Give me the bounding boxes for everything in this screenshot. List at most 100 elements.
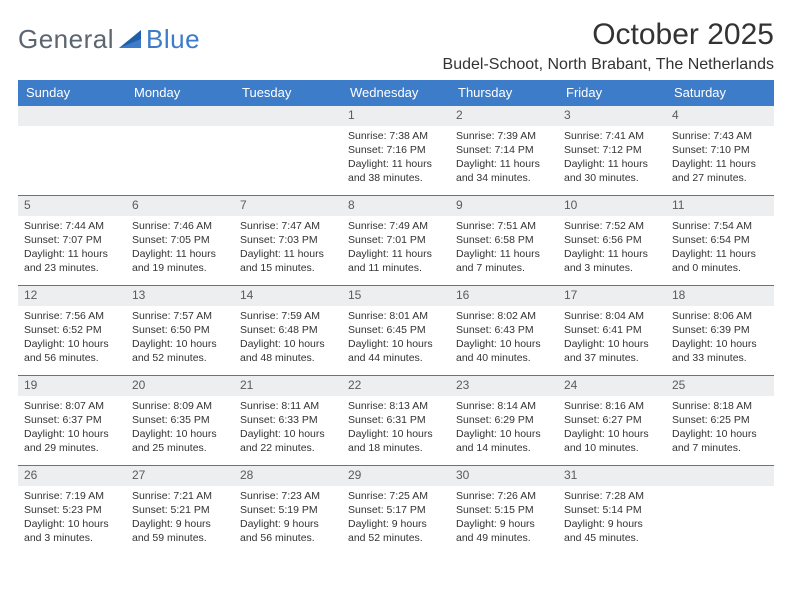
day-number: 26 bbox=[18, 466, 126, 486]
calendar-body: 1Sunrise: 7:38 AMSunset: 7:16 PMDaylight… bbox=[18, 106, 774, 556]
calendar-header-cell: Friday bbox=[558, 80, 666, 106]
day-details: Sunrise: 8:06 AMSunset: 6:39 PMDaylight:… bbox=[666, 306, 774, 370]
calendar-table: SundayMondayTuesdayWednesdayThursdayFrid… bbox=[18, 80, 774, 556]
calendar-day-cell: 26Sunrise: 7:19 AMSunset: 5:23 PMDayligh… bbox=[18, 466, 126, 556]
calendar-day-cell: 15Sunrise: 8:01 AMSunset: 6:45 PMDayligh… bbox=[342, 286, 450, 376]
day-number: 18 bbox=[666, 286, 774, 306]
calendar-day-cell: 25Sunrise: 8:18 AMSunset: 6:25 PMDayligh… bbox=[666, 376, 774, 466]
day-number: 14 bbox=[234, 286, 342, 306]
day-number: 24 bbox=[558, 376, 666, 396]
calendar-day-cell: 2Sunrise: 7:39 AMSunset: 7:14 PMDaylight… bbox=[450, 106, 558, 196]
calendar-day-cell: 24Sunrise: 8:16 AMSunset: 6:27 PMDayligh… bbox=[558, 376, 666, 466]
calendar-week-row: 26Sunrise: 7:19 AMSunset: 5:23 PMDayligh… bbox=[18, 466, 774, 556]
day-number: 2 bbox=[450, 106, 558, 126]
calendar-week-row: 12Sunrise: 7:56 AMSunset: 6:52 PMDayligh… bbox=[18, 286, 774, 376]
calendar-day-cell: 4Sunrise: 7:43 AMSunset: 7:10 PMDaylight… bbox=[666, 106, 774, 196]
day-number: 20 bbox=[126, 376, 234, 396]
day-number: 7 bbox=[234, 196, 342, 216]
day-details: Sunrise: 7:49 AMSunset: 7:01 PMDaylight:… bbox=[342, 216, 450, 280]
day-details: Sunrise: 7:19 AMSunset: 5:23 PMDaylight:… bbox=[18, 486, 126, 550]
calendar-week-row: 1Sunrise: 7:38 AMSunset: 7:16 PMDaylight… bbox=[18, 106, 774, 196]
day-number bbox=[666, 466, 774, 486]
day-number bbox=[126, 106, 234, 126]
calendar-day-cell: 9Sunrise: 7:51 AMSunset: 6:58 PMDaylight… bbox=[450, 196, 558, 286]
calendar-day-cell: 23Sunrise: 8:14 AMSunset: 6:29 PMDayligh… bbox=[450, 376, 558, 466]
calendar-header-cell: Thursday bbox=[450, 80, 558, 106]
day-details: Sunrise: 7:47 AMSunset: 7:03 PMDaylight:… bbox=[234, 216, 342, 280]
day-details: Sunrise: 7:21 AMSunset: 5:21 PMDaylight:… bbox=[126, 486, 234, 550]
calendar-day-cell bbox=[666, 466, 774, 556]
day-details: Sunrise: 7:51 AMSunset: 6:58 PMDaylight:… bbox=[450, 216, 558, 280]
day-details: Sunrise: 8:18 AMSunset: 6:25 PMDaylight:… bbox=[666, 396, 774, 460]
calendar-day-cell: 30Sunrise: 7:26 AMSunset: 5:15 PMDayligh… bbox=[450, 466, 558, 556]
day-details: Sunrise: 8:02 AMSunset: 6:43 PMDaylight:… bbox=[450, 306, 558, 370]
day-details: Sunrise: 7:54 AMSunset: 6:54 PMDaylight:… bbox=[666, 216, 774, 280]
day-number: 17 bbox=[558, 286, 666, 306]
day-details: Sunrise: 8:09 AMSunset: 6:35 PMDaylight:… bbox=[126, 396, 234, 460]
calendar-header-cell: Monday bbox=[126, 80, 234, 106]
day-details: Sunrise: 8:11 AMSunset: 6:33 PMDaylight:… bbox=[234, 396, 342, 460]
calendar-week-row: 19Sunrise: 8:07 AMSunset: 6:37 PMDayligh… bbox=[18, 376, 774, 466]
day-details: Sunrise: 7:28 AMSunset: 5:14 PMDaylight:… bbox=[558, 486, 666, 550]
title-block: October 2025 Budel-Schoot, North Brabant… bbox=[443, 18, 774, 74]
calendar-day-cell: 13Sunrise: 7:57 AMSunset: 6:50 PMDayligh… bbox=[126, 286, 234, 376]
day-number: 4 bbox=[666, 106, 774, 126]
calendar-day-cell: 27Sunrise: 7:21 AMSunset: 5:21 PMDayligh… bbox=[126, 466, 234, 556]
brand-part2: Blue bbox=[146, 24, 200, 55]
day-number bbox=[18, 106, 126, 126]
month-title: October 2025 bbox=[443, 18, 774, 52]
calendar-day-cell: 1Sunrise: 7:38 AMSunset: 7:16 PMDaylight… bbox=[342, 106, 450, 196]
day-details: Sunrise: 8:01 AMSunset: 6:45 PMDaylight:… bbox=[342, 306, 450, 370]
calendar-header-row: SundayMondayTuesdayWednesdayThursdayFrid… bbox=[18, 80, 774, 106]
day-number: 31 bbox=[558, 466, 666, 486]
calendar-day-cell bbox=[234, 106, 342, 196]
brand-logo: General Blue bbox=[18, 24, 200, 55]
calendar-day-cell: 5Sunrise: 7:44 AMSunset: 7:07 PMDaylight… bbox=[18, 196, 126, 286]
day-details: Sunrise: 8:07 AMSunset: 6:37 PMDaylight:… bbox=[18, 396, 126, 460]
calendar-header-cell: Sunday bbox=[18, 80, 126, 106]
calendar-header-cell: Tuesday bbox=[234, 80, 342, 106]
calendar-day-cell: 20Sunrise: 8:09 AMSunset: 6:35 PMDayligh… bbox=[126, 376, 234, 466]
day-details: Sunrise: 7:38 AMSunset: 7:16 PMDaylight:… bbox=[342, 126, 450, 190]
day-number: 6 bbox=[126, 196, 234, 216]
day-details: Sunrise: 7:44 AMSunset: 7:07 PMDaylight:… bbox=[18, 216, 126, 280]
day-number: 30 bbox=[450, 466, 558, 486]
calendar-day-cell: 8Sunrise: 7:49 AMSunset: 7:01 PMDaylight… bbox=[342, 196, 450, 286]
day-details: Sunrise: 7:23 AMSunset: 5:19 PMDaylight:… bbox=[234, 486, 342, 550]
brand-part1: General bbox=[18, 24, 114, 55]
page-root: General Blue October 2025 Budel-Schoot, … bbox=[0, 0, 792, 556]
calendar-day-cell: 21Sunrise: 8:11 AMSunset: 6:33 PMDayligh… bbox=[234, 376, 342, 466]
day-details: Sunrise: 7:46 AMSunset: 7:05 PMDaylight:… bbox=[126, 216, 234, 280]
calendar-day-cell bbox=[18, 106, 126, 196]
day-number: 22 bbox=[342, 376, 450, 396]
day-number: 10 bbox=[558, 196, 666, 216]
calendar-day-cell: 6Sunrise: 7:46 AMSunset: 7:05 PMDaylight… bbox=[126, 196, 234, 286]
day-number: 1 bbox=[342, 106, 450, 126]
day-number: 3 bbox=[558, 106, 666, 126]
day-number: 9 bbox=[450, 196, 558, 216]
day-number: 8 bbox=[342, 196, 450, 216]
day-details: Sunrise: 7:41 AMSunset: 7:12 PMDaylight:… bbox=[558, 126, 666, 190]
day-number: 15 bbox=[342, 286, 450, 306]
calendar-day-cell: 14Sunrise: 7:59 AMSunset: 6:48 PMDayligh… bbox=[234, 286, 342, 376]
day-number: 28 bbox=[234, 466, 342, 486]
day-number: 27 bbox=[126, 466, 234, 486]
calendar-day-cell: 29Sunrise: 7:25 AMSunset: 5:17 PMDayligh… bbox=[342, 466, 450, 556]
calendar-week-row: 5Sunrise: 7:44 AMSunset: 7:07 PMDaylight… bbox=[18, 196, 774, 286]
calendar-day-cell: 28Sunrise: 7:23 AMSunset: 5:19 PMDayligh… bbox=[234, 466, 342, 556]
day-number bbox=[234, 106, 342, 126]
calendar-day-cell: 19Sunrise: 8:07 AMSunset: 6:37 PMDayligh… bbox=[18, 376, 126, 466]
day-details: Sunrise: 7:52 AMSunset: 6:56 PMDaylight:… bbox=[558, 216, 666, 280]
calendar-day-cell: 16Sunrise: 8:02 AMSunset: 6:43 PMDayligh… bbox=[450, 286, 558, 376]
calendar-day-cell: 12Sunrise: 7:56 AMSunset: 6:52 PMDayligh… bbox=[18, 286, 126, 376]
day-number: 23 bbox=[450, 376, 558, 396]
day-details: Sunrise: 7:43 AMSunset: 7:10 PMDaylight:… bbox=[666, 126, 774, 190]
day-details: Sunrise: 7:25 AMSunset: 5:17 PMDaylight:… bbox=[342, 486, 450, 550]
day-details: Sunrise: 7:39 AMSunset: 7:14 PMDaylight:… bbox=[450, 126, 558, 190]
day-details: Sunrise: 7:26 AMSunset: 5:15 PMDaylight:… bbox=[450, 486, 558, 550]
day-details: Sunrise: 7:57 AMSunset: 6:50 PMDaylight:… bbox=[126, 306, 234, 370]
logo-sail-icon bbox=[118, 27, 142, 49]
day-details: Sunrise: 8:13 AMSunset: 6:31 PMDaylight:… bbox=[342, 396, 450, 460]
header: General Blue October 2025 Budel-Schoot, … bbox=[18, 18, 774, 74]
day-number: 16 bbox=[450, 286, 558, 306]
